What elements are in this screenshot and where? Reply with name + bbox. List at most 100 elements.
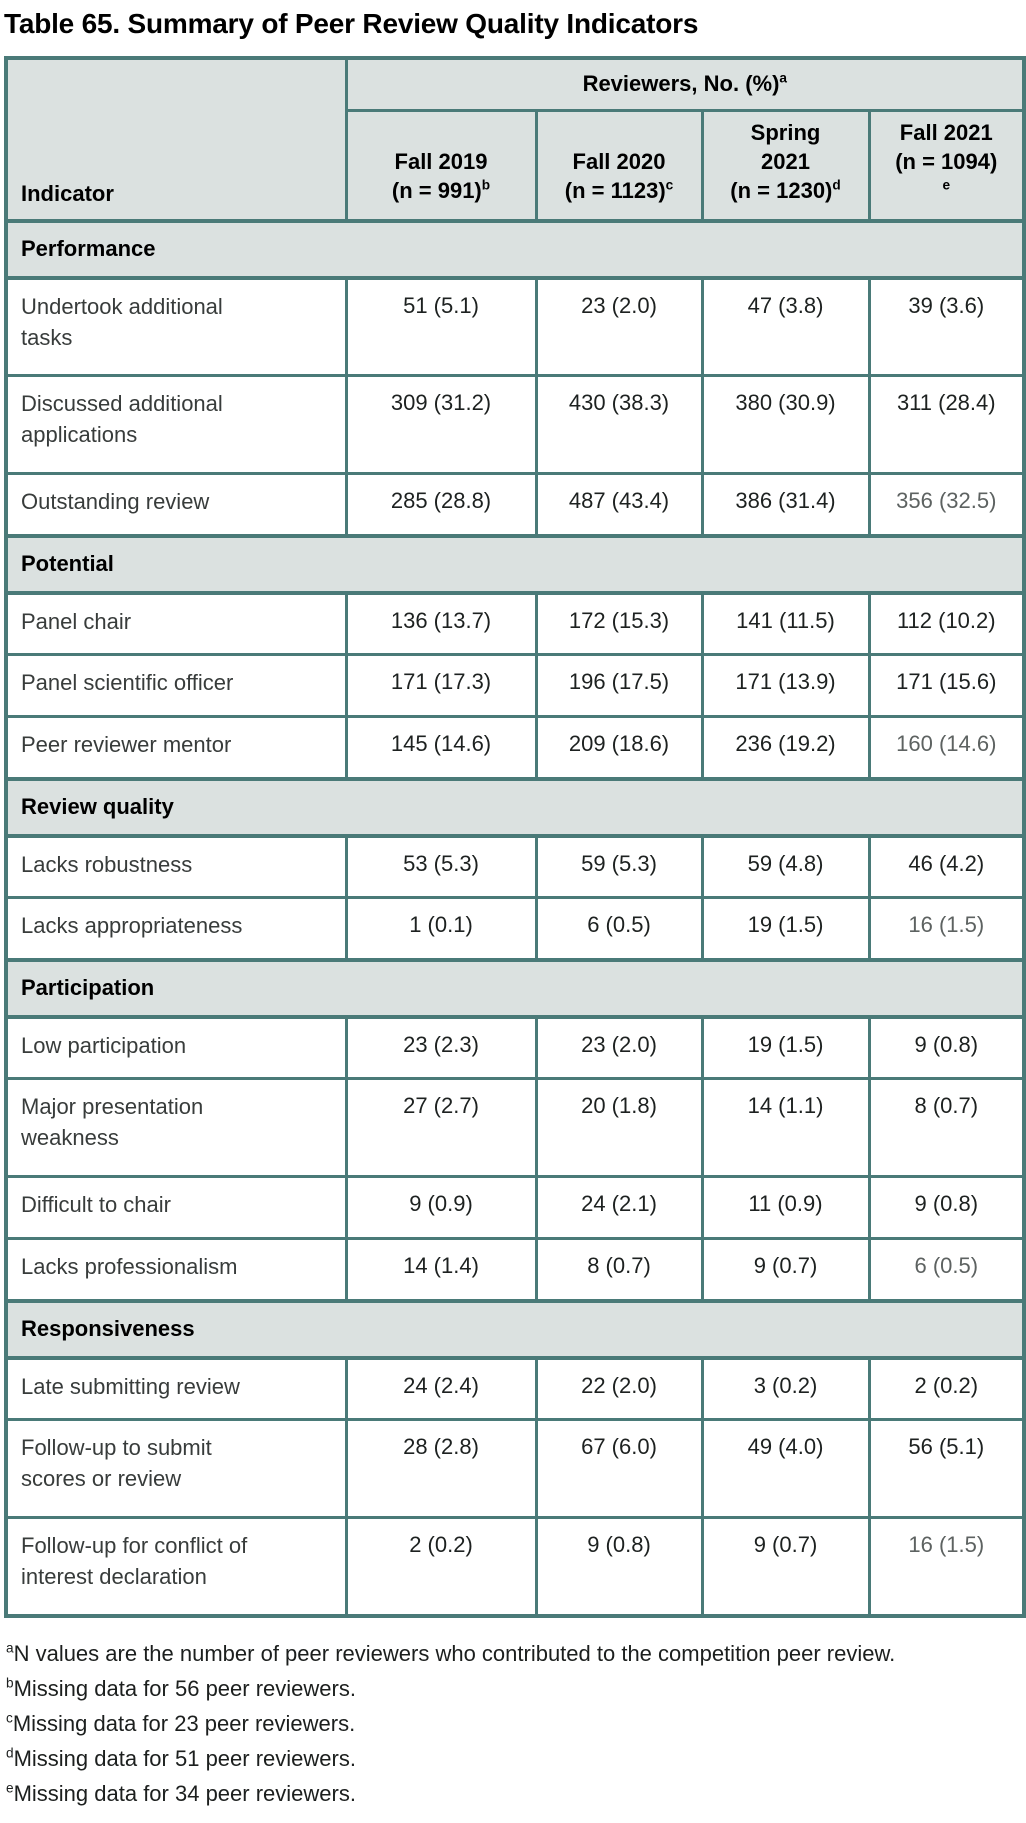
value-cell: 23 (2.0) [534, 276, 704, 378]
section-label: Review quality [4, 776, 1026, 838]
value-cell: 8 (0.7) [534, 1237, 704, 1303]
value-cell: 141 (11.5) [700, 591, 871, 657]
value-cell: 196 (17.5) [534, 653, 704, 719]
value-cell: 59 (5.3) [534, 834, 704, 900]
value-cell: 6 (0.5) [534, 896, 704, 962]
section-row: Responsiveness [4, 1298, 1026, 1360]
data-row: Panel chair 136 (13.7) 172 (15.3) 141 (11.5… [4, 591, 1026, 657]
data-row: Lacks appropriateness 1 (0.1) 6 (0.5) 19 (1… [4, 896, 1026, 962]
value-cell: 236 (19.2) [700, 715, 871, 781]
span-header-row: Indicator Reviewers, No. (%)a [4, 56, 1026, 223]
value-cell: 380 (30.9) [700, 374, 871, 476]
table-header: Indicator Reviewers, No. (%)a Fall 2019(… [4, 56, 1026, 223]
column-header-row: Fall 2019 (n = 991)b Fall 2020 (n = 1123)c S… [6, 108, 1026, 223]
footnote-superscript: d [6, 1745, 14, 1761]
indicator-cell: Outstanding review [4, 472, 348, 538]
value-cell: 19 (1.5) [700, 896, 871, 962]
value-cell: 9 (0.8) [867, 1015, 1026, 1081]
data-row: Follow-up for conflict of interest declar… [4, 1516, 1026, 1618]
value-cell: 23 (2.3) [344, 1015, 538, 1081]
indicator-cell: Panel chair [4, 591, 348, 657]
value-cell: 24 (2.1) [534, 1175, 704, 1241]
footnote-superscript: a [6, 1640, 14, 1656]
footnote-d: dMissing data for 51 peer reviewers. [6, 1745, 356, 1771]
value-cell: 160 (14.6) [867, 715, 1026, 781]
table-title: Table 65. Summary of Peer Review Quality… [4, 8, 699, 39]
value-cell: 2 (0.2) [867, 1356, 1026, 1422]
indicator-cell: Low participation [4, 1015, 348, 1081]
data-row: Discussed additional applications 309 (31.… [4, 374, 1026, 476]
value-cell: 145 (14.6) [344, 715, 538, 781]
peer-review-quality-table: Indicator Reviewers, No. (%)a Fall 2019(… [4, 56, 1026, 1618]
value-cell: 47 (3.8) [700, 276, 871, 378]
span-header-superscript: a [779, 70, 787, 86]
section-row: Potential [4, 533, 1026, 595]
value-cell: 14 (1.1) [700, 1077, 871, 1179]
section-label: Performance [4, 218, 1026, 280]
value-cell: 285 (28.8) [344, 472, 538, 538]
value-cell: 9 (0.9) [344, 1175, 538, 1241]
indicator-cell: Undertook additional tasks [4, 276, 348, 378]
data-row: Outstanding review 285 (28.8) 487 (43.4) 38… [4, 472, 1026, 538]
value-cell: 46 (4.2) [867, 834, 1026, 900]
value-cell: 59 (4.8) [700, 834, 871, 900]
data-row: Late submitting review 24 (2.4) 22 (2.0) 3 … [4, 1356, 1026, 1422]
section-label: Potential [4, 533, 1026, 595]
value-cell: 20 (1.8) [534, 1077, 704, 1179]
indicator-cell: Discussed additional applications [4, 374, 348, 476]
footnote-a: aN values are the number of peer reviewe… [6, 1640, 896, 1666]
section-row: Review quality [4, 776, 1026, 838]
footnote-b: bMissing data for 56 peer reviewers. [6, 1675, 356, 1701]
table-body: Performance Undertook additional tasks 51 (… [4, 218, 1026, 1618]
value-cell: 311 (28.4) [867, 374, 1026, 476]
indicator-cell: Peer reviewer mentor [4, 715, 348, 781]
value-cell: 386 (31.4) [700, 472, 871, 538]
column-header-superscript: e [942, 177, 951, 193]
footnote-superscript: c [6, 1710, 13, 1726]
value-cell: 1 (0.1) [344, 896, 538, 962]
value-cell: 171 (17.3) [344, 653, 538, 719]
value-cell: 16 (1.5) [867, 896, 1026, 962]
indicator-cell: Follow-up for conflict of interest declar… [4, 1516, 348, 1618]
column-header-superscript: b [481, 177, 491, 193]
value-cell: 9 (0.8) [534, 1516, 704, 1618]
value-cell: 3 (0.2) [700, 1356, 871, 1422]
data-row: Panel scientific officer 171 (17.3) 196 (1… [4, 653, 1026, 719]
footnote-superscript: b [6, 1675, 14, 1691]
indicator-cell: Major presentation weakness [4, 1077, 348, 1179]
value-cell: 112 (10.2) [867, 591, 1026, 657]
indicator-cell: Follow-up to submit scores or review [4, 1418, 348, 1520]
indicator-cell: Difficult to chair [4, 1175, 348, 1241]
value-cell: 56 (5.1) [867, 1418, 1026, 1520]
data-row: Lacks robustness 53 (5.3) 59 (5.3) 59 (4.8)… [4, 834, 1026, 900]
column-header-superscript: c [665, 177, 674, 193]
value-cell: 171 (15.6) [867, 653, 1026, 719]
column-header-2: Fall 2020 (n = 1123)c [534, 108, 704, 223]
value-cell: 172 (15.3) [534, 591, 704, 657]
indicator-column-header: Indicator [4, 56, 348, 223]
reviewers-span-header: Reviewers, No. (%)a [344, 56, 1026, 112]
value-cell: 6 (0.5) [867, 1237, 1026, 1303]
value-cell: 39 (3.6) [867, 276, 1026, 378]
indicator-cell: Panel scientific officer [4, 653, 348, 719]
value-cell: 487 (43.4) [534, 472, 704, 538]
section-row: Performance [4, 218, 1026, 280]
value-cell: 2 (0.2) [344, 1516, 538, 1618]
value-cell: 309 (31.2) [344, 374, 538, 476]
value-cell: 28 (2.8) [344, 1418, 538, 1520]
value-cell: 209 (18.6) [534, 715, 704, 781]
value-cell: 171 (13.9) [700, 653, 871, 719]
value-cell: 23 (2.0) [534, 1015, 704, 1081]
reviewers-span-label: Reviewers, No. (%) [582, 71, 780, 97]
section-label: Participation [4, 957, 1026, 1019]
value-cell: 11 (0.9) [700, 1175, 871, 1241]
indicator-cell: Lacks appropriateness [4, 896, 348, 962]
footnote-superscript: e [6, 1780, 14, 1796]
data-row: Difficult to chair 9 (0.9) 24 (2.1) 11 (0.9… [4, 1175, 1026, 1241]
section-row: Participation [4, 957, 1026, 1019]
value-cell: 22 (2.0) [534, 1356, 704, 1422]
value-cell: 53 (5.3) [344, 834, 538, 900]
data-row: Follow-up to submit scores or review 28 (2… [4, 1418, 1026, 1520]
footnote-e: eMissing data for 34 peer reviewers. [6, 1780, 356, 1806]
